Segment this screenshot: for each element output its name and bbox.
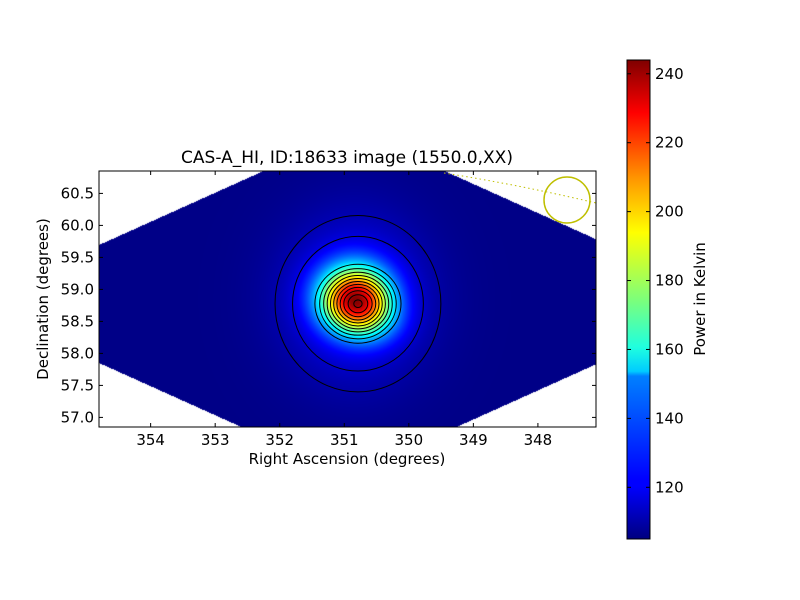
x-tick-label: 348: [524, 431, 553, 449]
contour-line: [347, 294, 369, 314]
plot-area: [98, 170, 597, 428]
contour-line: [353, 299, 363, 309]
colorbar-gradient: [626, 59, 651, 540]
colorbar-ticks: 120 140 160 180 200 220 240: [627, 65, 684, 496]
contour-lines: [274, 215, 442, 393]
x-axis-label: Right Ascension (degrees): [249, 450, 446, 468]
y-axis: 57.0 57.5 58.0 58.5 59.0 59.5 60.0 60.5: [61, 184, 596, 426]
y-tick-label: 59.5: [61, 248, 94, 266]
x-tick-label: 350: [394, 431, 423, 449]
beam-marker: [443, 172, 597, 224]
contour-line: [326, 275, 390, 333]
heatmap-image: [99, 171, 596, 427]
x-tick-label: 352: [265, 431, 294, 449]
contour-line: [314, 263, 402, 344]
plot-frame: [98, 170, 597, 428]
y-tick-label: 60.5: [61, 184, 94, 202]
y-tick-label: 58.0: [61, 344, 94, 362]
colorbar-tick-label: 160: [655, 340, 684, 358]
x-tick-label: 349: [459, 431, 488, 449]
colorbar-tick-label: 120: [655, 478, 684, 496]
contour-line: [292, 235, 424, 372]
beam-circle: [543, 176, 591, 224]
y-tick-label: 58.5: [61, 312, 94, 330]
beam-dotted-track: [443, 172, 597, 204]
contour-line: [323, 271, 393, 336]
contour-line: [274, 215, 442, 393]
y-tick-label: 59.0: [61, 280, 94, 298]
contour-line: [319, 268, 397, 340]
contour-line: [333, 280, 383, 327]
x-axis: 354 353 352 351 350 349 348: [136, 171, 552, 449]
contour-line: [330, 278, 386, 330]
y-tick-label: 60.0: [61, 216, 94, 234]
x-tick-label: 354: [136, 431, 165, 449]
colorbar-tick-label: 140: [655, 409, 684, 427]
x-tick-label: 353: [201, 431, 230, 449]
contour-line: [339, 286, 377, 321]
colorbar-tick-label: 220: [655, 134, 684, 152]
y-tick-label: 57.0: [61, 408, 94, 426]
y-axis-label: Declination (degrees): [34, 218, 52, 380]
colorbar: 120 140 160 180 200 220 240 Power in Kelvin: [626, 59, 709, 540]
chart-title: CAS-A_HI, ID:18633 image (1550.0,XX): [181, 148, 513, 168]
colorbar-tick-label: 240: [655, 65, 684, 83]
colorbar-tick-label: 200: [655, 203, 684, 221]
contour-line: [336, 283, 380, 324]
colorbar-label: Power in Kelvin: [691, 242, 709, 356]
contour-line: [343, 290, 373, 318]
y-tick-label: 57.5: [61, 376, 94, 394]
x-tick-label: 351: [330, 431, 359, 449]
colorbar-tick-label: 180: [655, 272, 684, 290]
